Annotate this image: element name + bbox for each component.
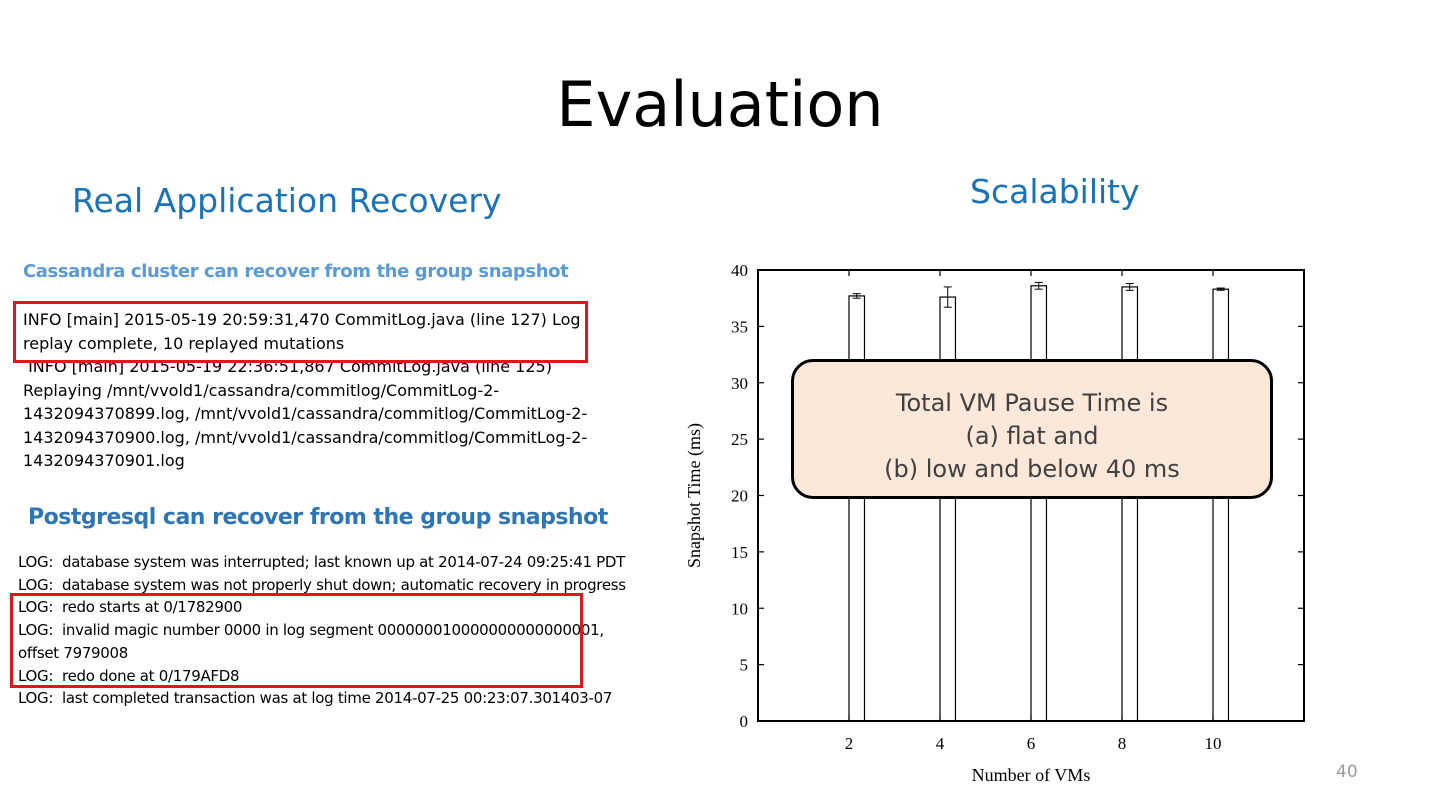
x-axis-label: Number of VMs bbox=[972, 765, 1091, 785]
postgres-log: LOG: database system was interrupted; la… bbox=[18, 551, 626, 710]
y-tick-label: 35 bbox=[731, 317, 748, 336]
pause-time-callout: Total VM Pause Time is (a) flat and (b) … bbox=[791, 359, 1273, 499]
x-tick-label: 6 bbox=[1027, 734, 1036, 753]
y-tick-label: 40 bbox=[731, 261, 748, 280]
postgres-highlight-box bbox=[10, 593, 583, 688]
y-tick-label: 15 bbox=[731, 543, 748, 562]
snapshot-time-chart: 2 4 6 8 10 0 5 10 15 20 25 30 35 40 Number of VMs Snaps… bbox=[684, 261, 1305, 785]
y-tick-label: 25 bbox=[731, 430, 748, 449]
y-tick-label: 30 bbox=[731, 374, 748, 393]
y-tick-label: 20 bbox=[731, 487, 748, 506]
y-tick-label: 5 bbox=[740, 656, 749, 675]
cassandra-log-line: INFO [main] 2015-05-19 20:59:31,470 Comm… bbox=[23, 310, 581, 329]
postgres-log-line: LOG: last completed transaction was at l… bbox=[18, 689, 613, 708]
x-tick-label: 10 bbox=[1205, 734, 1222, 753]
postgres-heading: Postgresql can recover from the group sn… bbox=[28, 505, 608, 530]
callout-line: (a) flat and bbox=[965, 422, 1099, 450]
postgres-log-line: LOG: database system was interrupted; la… bbox=[18, 553, 626, 571]
x-tick-label: 2 bbox=[845, 734, 854, 753]
cassandra-heading: Cassandra cluster can recover from the g… bbox=[23, 261, 569, 282]
y-axis-label: Snapshot Time (ms) bbox=[684, 423, 705, 568]
cassandra-highlight-box bbox=[13, 301, 588, 363]
real-application-recovery-subtitle: Real Application Recovery bbox=[72, 181, 502, 220]
postgres-log-line: LOG: redo done at 0/179AFD8 bbox=[18, 666, 240, 685]
postgres-log-line: offset 7979008 bbox=[18, 643, 129, 662]
page-number: 40 bbox=[1336, 762, 1358, 782]
bar bbox=[1030, 285, 1048, 722]
scalability-subtitle: Scalability bbox=[970, 172, 1140, 211]
postgres-log-line: LOG: database system was not properly sh… bbox=[18, 575, 626, 594]
callout-line: (b) low and below 40 ms bbox=[884, 455, 1180, 483]
cassandra-log-line: 1432094370899.log, /mnt/vvold1/cassandra… bbox=[23, 404, 588, 423]
plot-frame bbox=[757, 269, 1305, 722]
callout-line: Total VM Pause Time is bbox=[895, 389, 1169, 417]
cassandra-log-line: 1432094370901.log bbox=[23, 451, 185, 470]
y-tick-label: 10 bbox=[731, 599, 748, 618]
cassandra-log-line: Replaying /mnt/vvold1/cassandra/commitlo… bbox=[23, 380, 500, 400]
bar bbox=[1121, 286, 1139, 722]
postgres-log-line: LOG: redo starts at 0/1782900 bbox=[18, 598, 243, 617]
slide-title: Evaluation bbox=[556, 68, 884, 141]
y-tick-label: 0 bbox=[740, 712, 749, 731]
bar bbox=[1212, 288, 1230, 722]
postgres-log-line: LOG: invalid magic number 0000 in log se… bbox=[18, 621, 604, 640]
x-tick-label: 8 bbox=[1118, 734, 1127, 753]
x-tick-label: 4 bbox=[936, 734, 945, 753]
cassandra-log-line: 1432094370900.log, /mnt/vvold1/cassandra… bbox=[23, 427, 588, 447]
cassandra-log-line: replay complete, 10 replayed mutations bbox=[23, 333, 345, 353]
